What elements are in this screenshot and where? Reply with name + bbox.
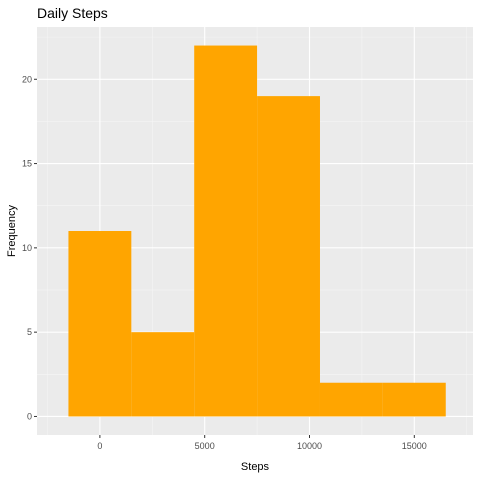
histogram-bar xyxy=(319,382,383,417)
x-tick-label: 0 xyxy=(97,441,102,451)
x-axis-title: Steps xyxy=(241,461,270,473)
y-tick-label: 20 xyxy=(22,74,32,84)
histogram-bar xyxy=(382,382,446,417)
chart-title: Daily Steps xyxy=(37,5,108,21)
x-tick-label: 10000 xyxy=(297,441,322,451)
x-tick-label: 15000 xyxy=(402,441,427,451)
y-axis-title: Frequency xyxy=(6,205,18,257)
x-tick-label: 5000 xyxy=(195,441,215,451)
x-axis: 0 5000 10000 15000 xyxy=(97,435,427,451)
y-tick-label: 10 xyxy=(22,243,32,253)
y-axis: 0 5 10 15 20 xyxy=(22,74,37,421)
histogram-bar xyxy=(194,45,258,417)
bars xyxy=(68,45,446,417)
y-tick-label: 15 xyxy=(22,159,32,169)
histogram-bar xyxy=(68,231,132,417)
histogram-bar xyxy=(131,332,195,417)
y-tick-label: 5 xyxy=(27,327,32,337)
histogram-bar xyxy=(257,96,320,417)
y-tick-label: 0 xyxy=(27,411,32,421)
